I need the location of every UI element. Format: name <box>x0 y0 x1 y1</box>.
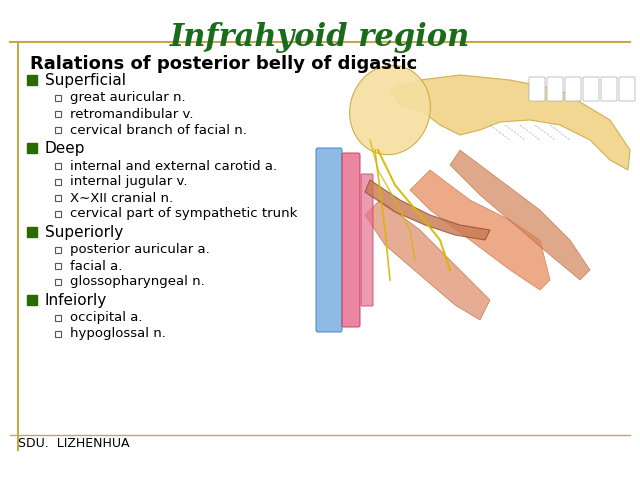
Text: SDU.  LIZHENHUA: SDU. LIZHENHUA <box>18 437 129 450</box>
FancyBboxPatch shape <box>547 77 563 101</box>
PathPatch shape <box>365 180 490 240</box>
FancyBboxPatch shape <box>529 77 545 101</box>
Text: Superficial: Superficial <box>45 72 126 87</box>
PathPatch shape <box>390 75 630 170</box>
Text: Deep: Deep <box>45 141 86 156</box>
Text: hypoglossal n.: hypoglossal n. <box>70 327 166 340</box>
FancyBboxPatch shape <box>342 153 360 327</box>
Text: Infrahyoid region: Infrahyoid region <box>170 22 470 53</box>
Text: Superiorly: Superiorly <box>45 225 124 240</box>
Text: cervical branch of facial n.: cervical branch of facial n. <box>70 123 247 136</box>
Text: facial a.: facial a. <box>70 260 122 273</box>
Text: posterior auricular a.: posterior auricular a. <box>70 243 210 256</box>
Text: occipital a.: occipital a. <box>70 312 143 324</box>
FancyBboxPatch shape <box>316 148 342 332</box>
FancyBboxPatch shape <box>601 77 617 101</box>
Text: retromandibular v.: retromandibular v. <box>70 108 193 120</box>
Text: internal jugular v.: internal jugular v. <box>70 176 188 189</box>
Ellipse shape <box>349 65 430 155</box>
FancyBboxPatch shape <box>619 77 635 101</box>
Text: glossopharyngeal n.: glossopharyngeal n. <box>70 276 205 288</box>
Text: Ralations of posterior belly of digastic: Ralations of posterior belly of digastic <box>30 55 417 73</box>
PathPatch shape <box>365 200 490 320</box>
PathPatch shape <box>410 170 550 290</box>
Text: great auricular n.: great auricular n. <box>70 92 186 105</box>
Text: X∼XII cranial n.: X∼XII cranial n. <box>70 192 173 204</box>
PathPatch shape <box>450 150 590 280</box>
FancyBboxPatch shape <box>565 77 581 101</box>
FancyBboxPatch shape <box>583 77 599 101</box>
Text: Infeiorly: Infeiorly <box>45 292 108 308</box>
Text: internal and external carotid a.: internal and external carotid a. <box>70 159 277 172</box>
FancyBboxPatch shape <box>361 174 373 306</box>
Text: cervical part of sympathetic trunk: cervical part of sympathetic trunk <box>70 207 298 220</box>
